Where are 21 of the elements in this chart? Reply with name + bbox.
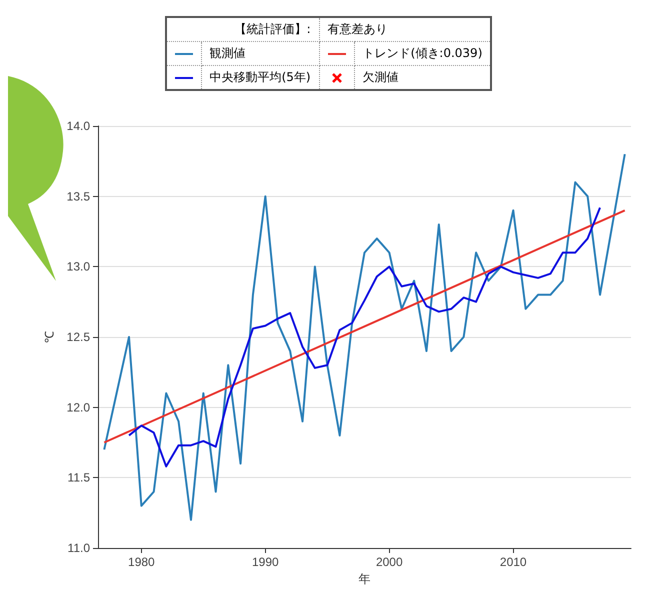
x-tick-label: 1980: [128, 555, 156, 569]
y-tick-label: 12.5: [66, 330, 90, 344]
x-tick-label: 2000: [376, 555, 403, 569]
y-tick-label: 13.0: [66, 260, 90, 274]
legend-label: トレンド(傾き:0.039): [354, 42, 492, 66]
y-tick-label: 14.0: [66, 119, 90, 133]
y-axis-title: ℃: [42, 331, 57, 343]
x-axis-title: 年: [358, 572, 370, 586]
y-tick-label: 12.0: [66, 400, 90, 414]
x-tick-label: 2010: [500, 555, 527, 569]
legend-label: 欠測値: [354, 66, 492, 90]
y-tick-label: 11.0: [68, 541, 90, 555]
text: 有意差あり: [319, 17, 492, 42]
line-series: [128, 206, 602, 468]
text: 【統計評価】:: [166, 17, 320, 42]
y-tick-label: 13.5: [66, 189, 90, 204]
legend-label: 観測値: [201, 42, 320, 66]
line-series: [103, 153, 626, 521]
legend-label: 中央移動平均(5年): [201, 66, 320, 90]
y-tick-label: 11.5: [68, 470, 90, 485]
x-tick-label: 1990: [252, 555, 280, 569]
